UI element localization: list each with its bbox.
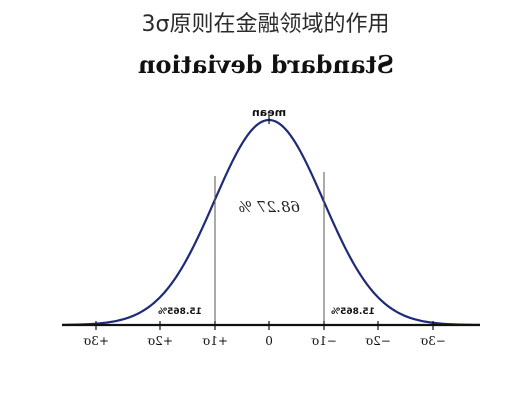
tick-label: −1σ [311,334,337,348]
mean-label: mean [252,106,286,119]
tick-label: +3σ [83,334,109,348]
axis-ticks [95,321,434,330]
tick-label: −3σ [420,334,446,348]
page-title: 3σ原则在金融领域的作用 [141,12,390,37]
bell-curve [61,118,481,326]
center-percent-label: 68.27 % [238,198,300,216]
tick-labels: +3σ +2σ +1σ 0 −1σ −2σ −3σ [83,334,446,348]
figure-title: Standard deviation [138,50,394,79]
right-tail-percent-label: 15.865% [331,307,375,317]
tick-label: −2σ [365,334,391,348]
tick-label: 0 [265,334,273,348]
left-tail-percent-label: 15.865% [158,307,202,317]
tick-label: +2σ [147,334,173,348]
tick-label: +1σ [202,334,228,348]
